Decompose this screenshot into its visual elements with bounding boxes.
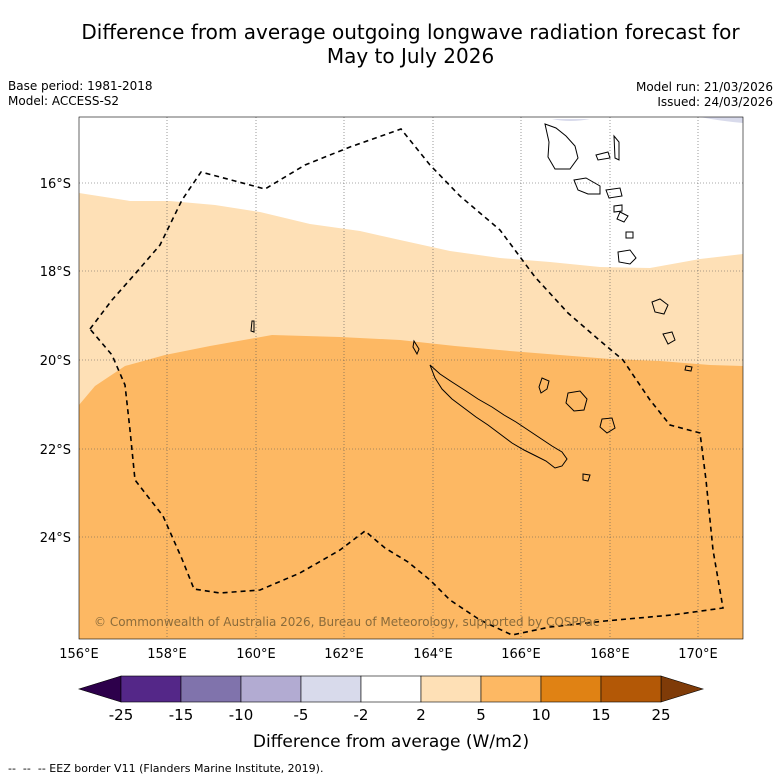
colorbar-segment [360,675,422,703]
map-title: Difference from average outgoing longwav… [0,20,781,68]
matthew-hunter-islets [651,298,669,315]
eez-border [88,128,724,636]
lon-label-158e: 158°E [147,647,187,662]
map-frame [78,116,744,640]
colorbar-segment [540,675,602,703]
colorbar-segment [240,675,302,703]
eez-legend-text: -- EEZ border V11 (Flanders Marine Insti… [37,762,324,775]
colorbar-segment [300,675,362,703]
lat-label-16s: 16°S [40,177,71,192]
epi-island [613,204,623,213]
map-title-line2: May to July 2026 [326,44,495,68]
isle-of-pines [582,473,591,482]
colorbar-title: Difference from average (W/m2) [253,732,529,752]
eez-legend: -- -- -- EEZ border V11 (Flanders Marine… [8,762,323,776]
lon-label-164e: 164°E [413,647,453,662]
chesterfield-islet [250,320,255,333]
lon-label-162e: 162°E [324,647,364,662]
colorbar-tick-label: -25 [109,706,134,724]
lon-label-156e: 156°E [59,647,99,662]
colorbar-segment [120,675,182,703]
ambrym-island [605,187,623,199]
base-period: Base period: 1981-2018 [8,79,153,93]
latitude-labels: 16°S 18°S 20°S 22°S 24°S [40,177,71,546]
espiritu-santo-island [544,123,579,170]
coastlines [250,123,693,482]
copyright-notice: © Commonwealth of Australia 2026, Bureau… [94,615,599,629]
colorbar-tick-label: 2 [416,706,426,724]
model-name: Model: ACCESS-S2 [8,94,120,108]
colorbar-segment [420,675,482,703]
colorbar-segment [480,675,542,703]
new-caledonia-main-island [429,364,568,469]
loyalty-east-islet [662,331,676,345]
forecast-field [79,117,743,639]
meta-left: Base period: 1981-2018 Model: ACCESS-S2 [8,79,153,109]
lon-label-166e: 166°E [501,647,541,662]
lat-label-22s: 22°S [40,443,71,458]
belep-islets [412,339,420,356]
meta-right: Model run: 21/03/2026 Issued: 24/03/2026 [636,80,773,110]
colorbar-tick-label: 25 [651,706,670,724]
colorbar-tick-label: 10 [531,706,550,724]
colorbar-tick-label: 5 [476,706,486,724]
malekula-island [573,177,601,195]
lon-label-168e: 168°E [590,647,630,662]
efate-island [625,231,634,239]
lon-label-170e: 170°E [678,647,718,662]
lifou-island [565,390,588,412]
graticule [79,117,743,639]
medium-positive-region [79,335,743,639]
lat-label-20s: 20°S [40,354,71,369]
issued-date: Issued: 24/03/2026 [657,95,773,109]
colorbar-extend-high [660,675,705,703]
erromango-island [617,249,637,265]
pentecost-island [613,134,620,161]
colorbar-tick-label: -5 [294,706,309,724]
maewo-islands [595,151,611,161]
model-run: Model run: 21/03/2026 [635,80,773,94]
colorbar-tick-label: -15 [169,706,194,724]
colorbar: -25 -15 -10 -5 -2 2 5 10 15 25 [77,675,705,724]
map-title-line1: Difference from average outgoing longwav… [81,20,740,44]
mare-island [599,417,616,434]
efate-islets [616,211,629,223]
colorbar-extend-low [77,675,122,703]
eez-dash-glyph: -- -- [8,762,38,775]
lat-label-24s: 24°S [40,531,71,546]
slight-negative-patch [552,117,743,123]
colorbar-tick-label: 15 [591,706,610,724]
ouvea-island [538,377,550,394]
lon-label-160e: 160°E [236,647,276,662]
walpole-island [684,365,693,372]
longitude-labels: 156°E 158°E 160°E 162°E 164°E 166°E 168°… [59,647,718,662]
lat-label-18s: 18°S [40,265,71,280]
colorbar-tick-label: -2 [354,706,369,724]
colorbar-segment [180,675,242,703]
colorbar-segment [600,675,662,703]
colorbar-tick-label: -10 [229,706,254,724]
